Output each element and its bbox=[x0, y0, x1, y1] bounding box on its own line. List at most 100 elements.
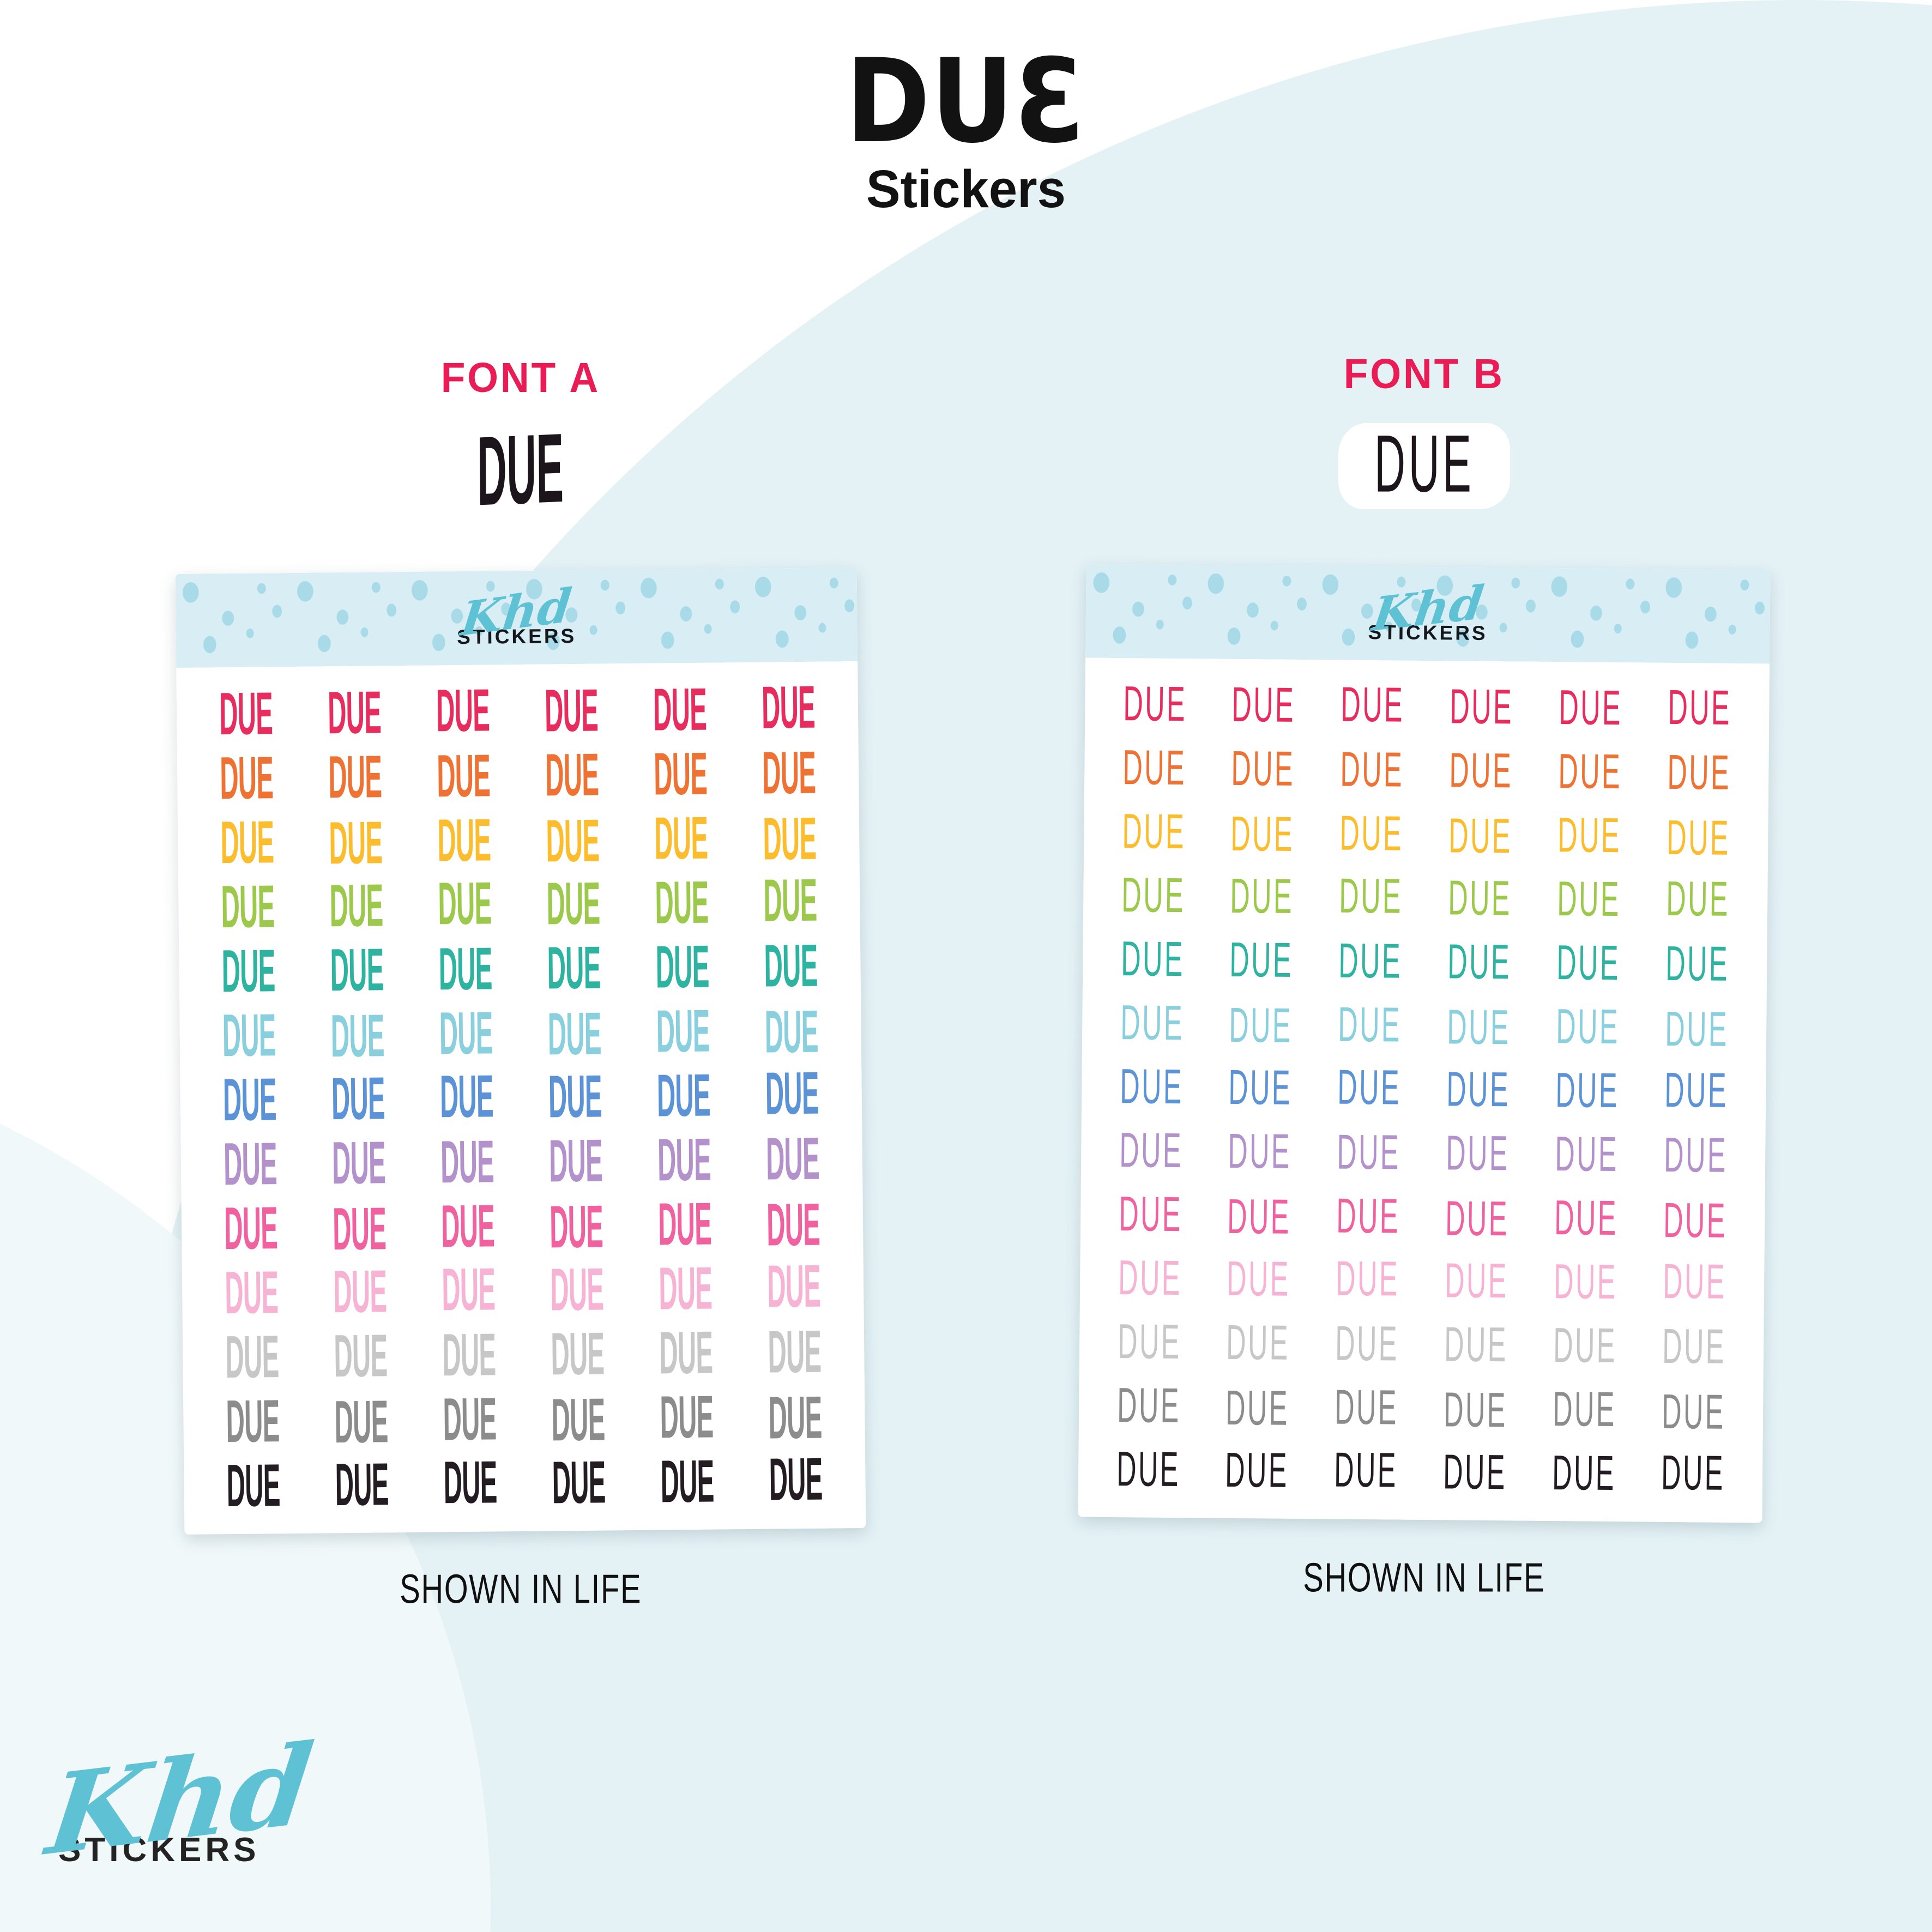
sticker-cell: DUE bbox=[1312, 1379, 1421, 1435]
sticker-due: DUE bbox=[550, 1192, 604, 1261]
brand-logo: Khd STICKERS bbox=[41, 1719, 319, 1881]
sticker-cell: DUE bbox=[1097, 1059, 1206, 1114]
sticker-cell: DUE bbox=[1203, 1442, 1312, 1498]
sticker-due: DUE bbox=[1662, 1253, 1726, 1309]
sticker-due: DUE bbox=[1553, 1317, 1617, 1373]
sticker-row: DUE DUE DUE DUE DUE DUE bbox=[1097, 1054, 1751, 1124]
sticker-due: DUE bbox=[1229, 997, 1293, 1053]
sticker-cell: DUE bbox=[1208, 806, 1317, 862]
sticker-due: DUE bbox=[655, 932, 710, 1001]
sticker-cell: DUE bbox=[307, 1450, 416, 1518]
khd-logo: Khd STICKERS bbox=[1368, 575, 1488, 644]
sticker-cell: DUE bbox=[304, 1064, 413, 1132]
sticker-cell: DUE bbox=[518, 741, 627, 809]
sticker-due: DUE bbox=[1448, 808, 1513, 864]
sticker-due: DUE bbox=[655, 868, 709, 937]
sticker-row: DUE DUE DUE DUE DUE DUE bbox=[1099, 800, 1753, 869]
sticker-cell: DUE bbox=[1426, 808, 1535, 864]
sticker-cell: DUE bbox=[627, 868, 736, 937]
sticker-due: DUE bbox=[438, 934, 493, 1003]
sticker-row: DUE DUE DUE DUE DUE DUE bbox=[1094, 1437, 1748, 1506]
sticker-due: DUE bbox=[334, 1387, 389, 1456]
sticker-row: DUE DUE DUE DUE DUE DUE bbox=[194, 932, 846, 1005]
sticker-cell: DUE bbox=[631, 1190, 740, 1258]
sticker-cell: DUE bbox=[1422, 1191, 1531, 1246]
sticker-cell: DUE bbox=[1643, 871, 1752, 927]
sticker-cell: DUE bbox=[1645, 680, 1754, 735]
sticker-cell: DUE bbox=[519, 870, 628, 938]
sticker-cell: DUE bbox=[632, 1319, 741, 1387]
sticker-cell: DUE bbox=[1639, 1319, 1748, 1374]
sticker-row: DUE DUE DUE DUE DUE DUE bbox=[199, 1445, 850, 1519]
sticker-cell: DUE bbox=[1313, 1251, 1422, 1306]
sticker-due: DUE bbox=[546, 806, 600, 875]
sticker-cell: DUE bbox=[1426, 871, 1535, 926]
sticker-due: DUE bbox=[1662, 1318, 1726, 1374]
sticker-due: DUE bbox=[225, 1258, 279, 1327]
sticker-cell: DUE bbox=[1100, 677, 1209, 732]
sticker-due: DUE bbox=[1445, 1191, 1510, 1246]
sticker-cell: DUE bbox=[192, 744, 301, 812]
sticker-cell: DUE bbox=[627, 804, 736, 872]
sticker-due: DUE bbox=[1228, 1059, 1293, 1115]
sticker-due: DUE bbox=[331, 1128, 386, 1197]
sticker-due: DUE bbox=[1557, 744, 1622, 800]
sticker-cell: DUE bbox=[192, 679, 301, 747]
sticker-due: DUE bbox=[761, 673, 816, 741]
sticker-cell: DUE bbox=[1638, 1445, 1747, 1500]
sticker-cell: DUE bbox=[1094, 1378, 1203, 1433]
sticker-cell: DUE bbox=[300, 679, 409, 747]
sticker-due: DUE bbox=[552, 1448, 606, 1517]
sticker-row: DUE DUE DUE DUE DUE DUE bbox=[195, 1059, 847, 1133]
sticker-cell: DUE bbox=[629, 1061, 738, 1130]
sticker-due: DUE bbox=[1447, 934, 1512, 990]
sticker-row: DUE DUE DUE DUE DUE DUE bbox=[197, 1252, 849, 1327]
sticker-due: DUE bbox=[1336, 1188, 1400, 1243]
sticker-cell: DUE bbox=[1315, 1060, 1424, 1115]
sticker-due: DUE bbox=[1339, 805, 1404, 861]
sticker-due: DUE bbox=[1231, 677, 1296, 733]
sticker-cell: DUE bbox=[198, 1387, 307, 1455]
sticker-due: DUE bbox=[1664, 1062, 1729, 1118]
sticker-cell: DUE bbox=[1421, 1382, 1530, 1438]
sticker-due: DUE bbox=[656, 997, 710, 1065]
sticker-cell: DUE bbox=[1313, 1315, 1422, 1371]
sticker-due: DUE bbox=[550, 1255, 605, 1324]
sticker-cell: DUE bbox=[198, 1323, 307, 1391]
sticker-cell: DUE bbox=[1530, 1381, 1639, 1437]
sticker-sheet-font-a: Khd STICKERS DUE DUE DUE DUE DUE DUE DUE DUE DUE… bbox=[175, 567, 866, 1535]
sticker-due: DUE bbox=[1664, 1001, 1729, 1057]
sticker-cell: DUE bbox=[196, 1065, 305, 1133]
sticker-cell: DUE bbox=[522, 1193, 631, 1261]
sticker-due: DUE bbox=[1121, 804, 1186, 859]
sticker-due: DUE bbox=[1231, 741, 1295, 796]
sticker-due: DUE bbox=[1335, 1379, 1399, 1435]
sticker-cell: DUE bbox=[734, 673, 843, 741]
sticker-due: DUE bbox=[762, 738, 817, 807]
sticker-cell: DUE bbox=[1204, 1251, 1313, 1307]
sticker-due: DUE bbox=[443, 1448, 498, 1517]
sticker-due: DUE bbox=[1552, 1381, 1617, 1437]
sticker-due: DUE bbox=[221, 937, 276, 1005]
sticker-due: DUE bbox=[1119, 1122, 1183, 1178]
sticker-due: DUE bbox=[1338, 997, 1402, 1053]
sticker-cell: DUE bbox=[1316, 933, 1425, 989]
sticker-cell: DUE bbox=[626, 740, 735, 808]
sticker-due: DUE bbox=[1120, 931, 1185, 987]
sticker-row: DUE DUE DUE DUE DUE DUE bbox=[1097, 991, 1752, 1060]
sticker-grid-font-b: DUE DUE DUE DUE DUE DUE DUE DUE DUE DUE DUE DUE DUE D… bbox=[1078, 658, 1770, 1523]
sticker-cell: DUE bbox=[1097, 995, 1206, 1050]
sticker-cell: DUE bbox=[307, 1387, 416, 1456]
sticker-due: DUE bbox=[223, 1130, 277, 1198]
sticker-row: DUE DUE DUE DUE DUE DUE bbox=[1098, 927, 1752, 996]
sticker-cell: DUE bbox=[523, 1320, 632, 1388]
sticker-cell: DUE bbox=[524, 1448, 633, 1517]
sticker-cell: DUE bbox=[409, 742, 518, 810]
sticker-cell: DUE bbox=[1642, 1001, 1751, 1057]
sticker-due: DUE bbox=[333, 1257, 388, 1326]
sticker-due: DUE bbox=[1341, 677, 1405, 733]
sticker-cell: DUE bbox=[412, 999, 521, 1067]
sticker-due: DUE bbox=[437, 741, 491, 810]
sticker-row: DUE DUE DUE DUE DUE DUE bbox=[1095, 1309, 1749, 1379]
font-b-heading: FONT B bbox=[1343, 351, 1505, 397]
